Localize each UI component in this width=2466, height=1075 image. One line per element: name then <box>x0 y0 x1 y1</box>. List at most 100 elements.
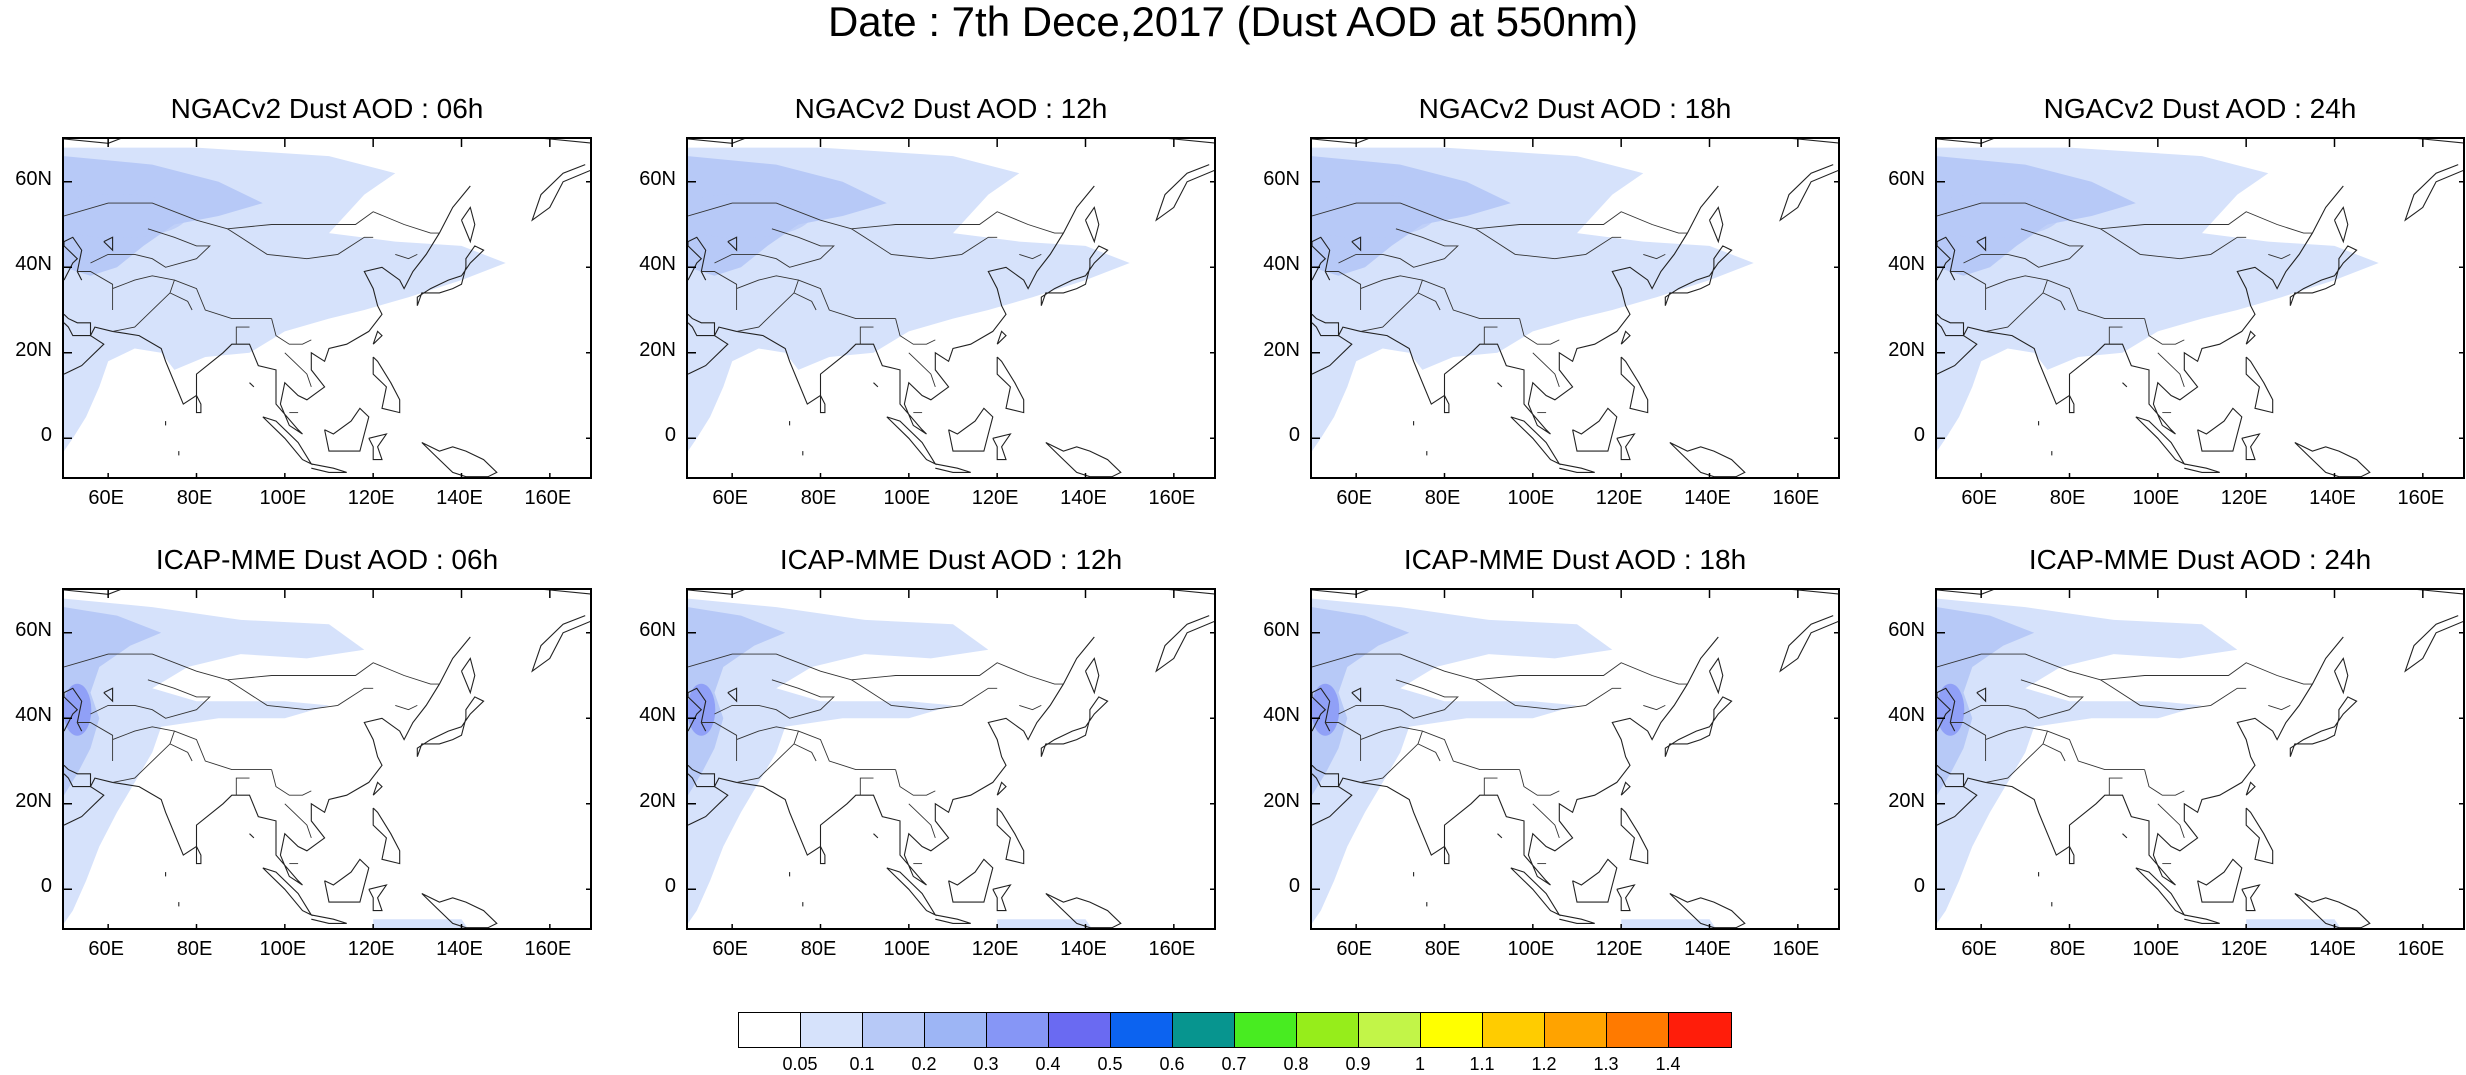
lat-tick-label: 60N <box>1888 167 1925 190</box>
colorbar-tick-label: 0.1 <box>849 1054 875 1074</box>
lon-tick-label: 60E <box>88 938 124 960</box>
lat-tick-label: 60N <box>1888 618 1925 641</box>
lon-tick-label: 140E <box>1684 487 1731 509</box>
panel-title: ICAP-MME Dust AOD : 06h <box>155 544 499 575</box>
lon-tick-label: 120E <box>2220 938 2268 960</box>
lat-tick-label: 40N <box>639 704 676 727</box>
map-panel <box>1935 137 2465 479</box>
map-canvas <box>688 590 1214 928</box>
lat-tick-label: 40N <box>1263 704 1300 727</box>
lat-tick-label: 60N <box>639 167 676 190</box>
lon-tick-label: 100E <box>883 938 931 960</box>
lat-tick-label: 20N <box>1263 338 1300 361</box>
lon-tick-label: 140E <box>436 487 483 509</box>
lon-tick-label: 120E <box>347 938 395 960</box>
lon-tick-label: 100E <box>1507 938 1555 960</box>
lat-tick-label: 20N <box>15 338 52 361</box>
colorbar-swatch <box>1607 1013 1669 1047</box>
map-panel <box>62 137 592 479</box>
colorbar-swatch <box>1111 1013 1173 1047</box>
lon-tick-label: 160E <box>1148 938 1196 960</box>
lon-tick-label: 140E <box>2309 487 2356 509</box>
lon-tick-label: 140E <box>2309 938 2356 960</box>
lon-tick-label: 100E <box>883 487 931 509</box>
colorbar-swatch <box>863 1013 925 1047</box>
lon-tick-label: 160E <box>524 487 572 509</box>
lon-tick-label: 120E <box>1595 938 1643 960</box>
lon-tick-label: 80E <box>176 487 213 509</box>
map-canvas <box>1937 590 2463 928</box>
panel-title: ICAP-MME Dust AOD : 12h <box>779 544 1123 575</box>
colorbar-tick-label: 0.7 <box>1221 1054 1247 1074</box>
lat-tick-label: 40N <box>1263 253 1300 276</box>
lat-tick-label: 40N <box>15 704 52 727</box>
lon-tick-label: 100E <box>259 938 307 960</box>
lon-tick-label: 100E <box>2132 938 2180 960</box>
lon-tick-label: 140E <box>1060 938 1107 960</box>
colorbar-tick-label: 0.3 <box>973 1054 999 1074</box>
lon-tick-label: 140E <box>436 938 483 960</box>
lon-tick-label: 120E <box>2220 487 2268 509</box>
colorbar-swatch <box>987 1013 1049 1047</box>
panel-title: ICAP-MME Dust AOD : 24h <box>2028 544 2372 575</box>
lon-tick-label: 160E <box>1148 487 1196 509</box>
colorbar-swatch <box>1359 1013 1421 1047</box>
lon-tick-label: 120E <box>347 487 395 509</box>
lat-tick-label: 0 <box>1913 424 1925 447</box>
map-canvas <box>1312 590 1838 928</box>
panel-title: NGACv2 Dust AOD : 06h <box>170 93 484 124</box>
lon-tick-label: 60E <box>1961 487 1997 509</box>
colorbar-swatch <box>1297 1013 1359 1047</box>
lon-tick-label: 160E <box>1772 938 1820 960</box>
colorbar-swatch <box>1545 1013 1607 1047</box>
colorbar-swatch <box>801 1013 863 1047</box>
colorbar-tick-label: 1.4 <box>1655 1054 1681 1074</box>
lon-tick-label: 80E <box>1424 938 1461 960</box>
lon-tick-label: 80E <box>1424 487 1461 509</box>
lat-tick-label: 60N <box>1263 167 1300 190</box>
lon-tick-label: 80E <box>800 938 837 960</box>
colorbar-tick-label: 0.6 <box>1159 1054 1185 1074</box>
map-canvas <box>1312 139 1838 477</box>
lat-tick-label: 20N <box>15 789 52 812</box>
lat-tick-label: 20N <box>1888 338 1925 361</box>
lat-tick-label: 40N <box>639 253 676 276</box>
lon-tick-label: 100E <box>2132 487 2180 509</box>
colorbar-tick-label: 0.4 <box>1035 1054 1061 1074</box>
map-canvas <box>688 139 1214 477</box>
colorbar-tick-label: 1.2 <box>1531 1054 1557 1074</box>
colorbar-tick-label: 0.2 <box>911 1054 937 1074</box>
map-canvas <box>64 590 590 928</box>
lat-tick-label: 0 <box>664 424 676 447</box>
map-canvas <box>1937 139 2463 477</box>
lat-tick-label: 0 <box>40 424 52 447</box>
lon-tick-label: 160E <box>1772 487 1820 509</box>
lat-tick-label: 20N <box>639 338 676 361</box>
panel-title: ICAP-MME Dust AOD : 18h <box>1403 544 1747 575</box>
lon-tick-label: 160E <box>524 938 572 960</box>
colorbar-swatch <box>1173 1013 1235 1047</box>
colorbar-swatch <box>739 1013 801 1047</box>
lon-tick-label: 100E <box>259 487 307 509</box>
map-canvas <box>64 139 590 477</box>
colorbar-swatch <box>1049 1013 1111 1047</box>
lon-tick-label: 160E <box>2397 487 2445 509</box>
panel-title: NGACv2 Dust AOD : 24h <box>2043 93 2357 124</box>
lon-tick-label: 60E <box>712 938 748 960</box>
lon-tick-label: 120E <box>1595 487 1643 509</box>
lon-tick-label: 120E <box>971 938 1019 960</box>
lat-tick-label: 0 <box>664 875 676 898</box>
lon-tick-label: 80E <box>800 487 837 509</box>
lon-tick-label: 60E <box>712 487 748 509</box>
colorbar-tick-label: 0.5 <box>1097 1054 1123 1074</box>
lon-tick-label: 60E <box>1961 938 1997 960</box>
lon-tick-label: 120E <box>971 487 1019 509</box>
lat-tick-label: 0 <box>1913 875 1925 898</box>
panel-title: NGACv2 Dust AOD : 12h <box>794 93 1108 124</box>
colorbar-tick-label: 1.3 <box>1593 1054 1619 1074</box>
lon-tick-label: 140E <box>1684 938 1731 960</box>
lon-tick-label: 80E <box>2049 487 2086 509</box>
lat-tick-label: 0 <box>40 875 52 898</box>
lon-tick-label: 80E <box>176 938 213 960</box>
aod-colorbar <box>738 1012 1732 1048</box>
